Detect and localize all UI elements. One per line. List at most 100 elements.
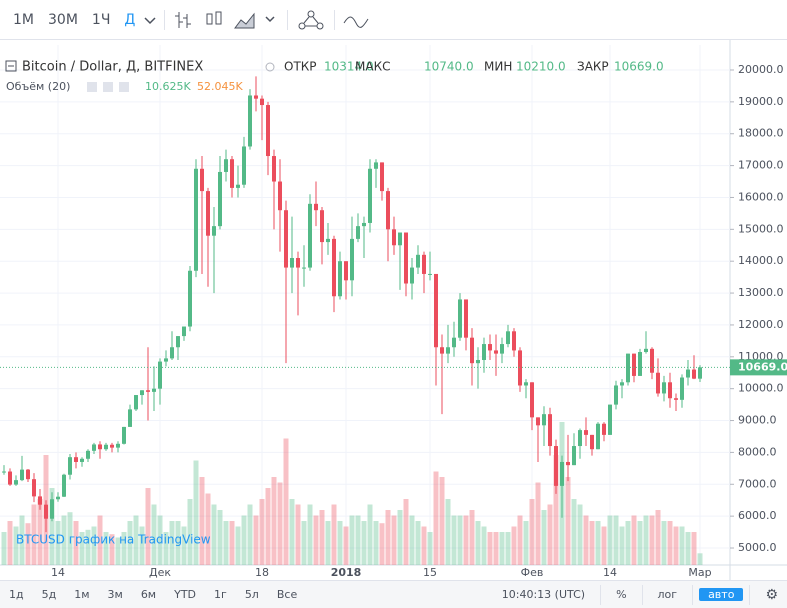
legend-icon bbox=[87, 82, 97, 92]
volume-bar bbox=[37, 499, 43, 565]
range-button[interactable]: 5л bbox=[244, 588, 259, 601]
scale-option[interactable]: авто bbox=[699, 588, 744, 601]
volume-bar bbox=[31, 504, 37, 565]
range-button[interactable]: 3м bbox=[107, 588, 123, 601]
volume-bar bbox=[631, 515, 637, 565]
candle-body bbox=[404, 232, 408, 284]
volume-bar bbox=[307, 504, 313, 565]
volume-bar bbox=[613, 515, 619, 565]
volume-ma-value: 52.045K bbox=[197, 80, 243, 93]
range-button[interactable]: 1г bbox=[214, 588, 227, 601]
candle-body bbox=[278, 181, 282, 211]
volume-bar bbox=[697, 553, 703, 565]
range-button[interactable]: 1м bbox=[74, 588, 90, 601]
volume-bar bbox=[403, 499, 409, 565]
volume-layer bbox=[1, 422, 703, 565]
candle-body bbox=[74, 457, 78, 462]
y-tick-label: 14000.0 bbox=[738, 254, 784, 267]
separator bbox=[164, 9, 166, 30]
ohlc-value: 10314.0 bbox=[324, 60, 374, 74]
candle-body bbox=[344, 261, 348, 281]
compare-icon[interactable] bbox=[341, 8, 371, 32]
volume-bar bbox=[511, 526, 517, 565]
range-button[interactable]: 6м bbox=[140, 588, 157, 601]
interval-button[interactable]: 30М bbox=[48, 11, 78, 28]
candle-body bbox=[110, 444, 114, 448]
volume-bar bbox=[301, 521, 307, 565]
y-tick-label: 12000.0 bbox=[738, 318, 784, 331]
volume-bar bbox=[577, 504, 583, 565]
volume-bar bbox=[163, 532, 169, 565]
candle-body bbox=[296, 258, 300, 268]
volume-bar bbox=[481, 526, 487, 565]
candle-body bbox=[650, 348, 654, 373]
candle-body bbox=[122, 426, 126, 444]
candle-body bbox=[584, 430, 588, 435]
volume-bar bbox=[109, 534, 115, 565]
candle-body bbox=[332, 238, 336, 297]
range-button[interactable]: Все bbox=[276, 588, 298, 601]
candle-body bbox=[26, 469, 30, 480]
scale-option[interactable]: % bbox=[616, 588, 627, 601]
range-button[interactable]: YTD bbox=[174, 588, 197, 601]
range-button[interactable]: 5д bbox=[41, 588, 57, 601]
candle-body bbox=[452, 337, 456, 348]
candle-body bbox=[440, 347, 444, 354]
settings-icon[interactable]: ⚙ bbox=[765, 586, 778, 603]
candle-body bbox=[494, 350, 498, 354]
volume-bar bbox=[493, 532, 499, 565]
range-button[interactable]: 1д bbox=[9, 588, 24, 601]
scale-option[interactable]: лог bbox=[657, 588, 678, 601]
volume-bar bbox=[175, 521, 181, 565]
volume-bar bbox=[469, 510, 475, 565]
volume-bar bbox=[331, 504, 337, 565]
x-tick-label: 14 bbox=[603, 566, 617, 579]
candle-body bbox=[626, 353, 630, 383]
volume-bar bbox=[187, 499, 193, 565]
ohlc-value: 10669.0 bbox=[614, 60, 664, 74]
interval-button[interactable]: Д bbox=[124, 11, 136, 28]
candle-body bbox=[116, 443, 120, 448]
volume-bar bbox=[367, 504, 373, 565]
volume-bar bbox=[283, 438, 289, 565]
volume-bar bbox=[295, 504, 301, 565]
volume-bar bbox=[349, 515, 355, 565]
y-tick-label: 19000.0 bbox=[738, 95, 784, 108]
x-tick-label: Фев bbox=[521, 566, 544, 579]
candle-body bbox=[368, 168, 372, 223]
volume-bar bbox=[607, 515, 613, 565]
candle-body bbox=[32, 479, 36, 497]
x-tick-label: Дек bbox=[149, 566, 171, 579]
volume-title: Объём (20) bbox=[6, 80, 70, 93]
interval-button[interactable]: 1М bbox=[13, 11, 34, 28]
candle-body bbox=[206, 191, 210, 236]
candle-body bbox=[530, 382, 534, 418]
candle-body bbox=[392, 229, 396, 246]
chart-style-icons[interactable] bbox=[171, 8, 281, 32]
separator bbox=[641, 584, 643, 605]
volume-bar bbox=[535, 482, 541, 565]
volume-bar bbox=[55, 521, 61, 565]
candle-body bbox=[158, 361, 162, 389]
candle-body bbox=[524, 382, 528, 386]
volume-bar bbox=[589, 521, 595, 565]
volume-bar bbox=[397, 510, 403, 565]
candle-body bbox=[464, 299, 468, 338]
candle-body bbox=[608, 404, 612, 435]
candle-body bbox=[314, 203, 318, 211]
candle-body bbox=[566, 461, 570, 466]
volume-bar bbox=[271, 477, 277, 565]
ohlc-name: ОТКР bbox=[284, 60, 317, 74]
candle-body bbox=[134, 395, 138, 410]
indicators-icon[interactable] bbox=[294, 8, 328, 32]
volume-bar bbox=[355, 515, 361, 565]
interval-button[interactable]: 1Ч bbox=[91, 11, 111, 28]
ohlc-value: 10740.0 bbox=[424, 60, 474, 74]
volume-bar bbox=[7, 521, 13, 565]
volume-bar bbox=[553, 455, 559, 565]
candle-body bbox=[80, 458, 84, 462]
candle-body bbox=[476, 359, 480, 364]
dropdown-icon[interactable] bbox=[142, 12, 158, 28]
volume-bar bbox=[427, 532, 433, 565]
